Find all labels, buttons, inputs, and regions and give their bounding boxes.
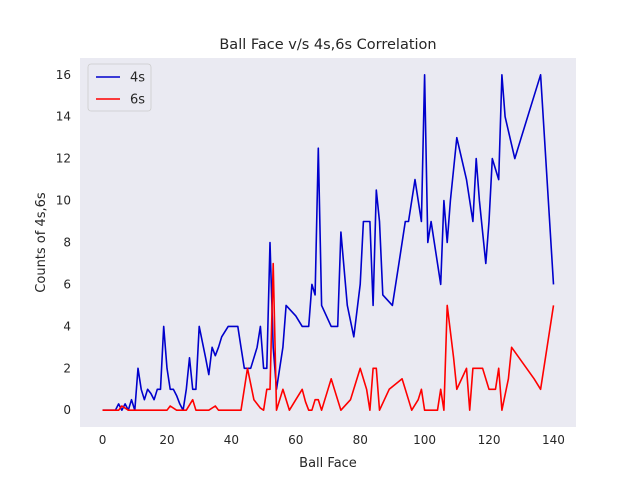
y-tick-label: 4 <box>63 319 71 333</box>
x-tick-label: 0 <box>99 433 107 447</box>
ticks-layer: 0 20 40 60 80 100 120 140 0 2 4 6 8 10 12 14 16 <box>56 68 565 447</box>
y-tick-label: 0 <box>63 403 71 417</box>
x-tick-label: 20 <box>159 433 174 447</box>
x-axis-label: Ball Face <box>299 456 357 471</box>
legend-label: 6s <box>130 93 145 108</box>
legend-label: 4s <box>130 71 145 86</box>
y-tick-label: 8 <box>63 236 71 250</box>
y-tick-label: 10 <box>56 194 71 208</box>
x-tick-label: 100 <box>413 433 436 447</box>
y-tick-label: 16 <box>56 68 71 82</box>
x-tick-label: 60 <box>288 433 303 447</box>
x-tick-label: 120 <box>478 433 501 447</box>
y-axis-label: Counts of 4s,6s <box>34 192 49 293</box>
y-tick-label: 2 <box>63 361 71 375</box>
x-tick-label: 40 <box>224 433 239 447</box>
y-tick-label: 14 <box>56 110 71 124</box>
series-line-4s <box>102 74 555 411</box>
x-tick-label: 140 <box>542 433 565 447</box>
x-tick-label: 80 <box>353 433 368 447</box>
chart-title: Ball Face v/s 4s,6s Correlation <box>219 37 436 53</box>
y-tick-label: 6 <box>63 277 71 291</box>
series-line-6s <box>102 262 555 411</box>
plot-background <box>80 58 576 427</box>
y-tick-label: 12 <box>56 152 71 166</box>
series-layer <box>102 74 555 411</box>
